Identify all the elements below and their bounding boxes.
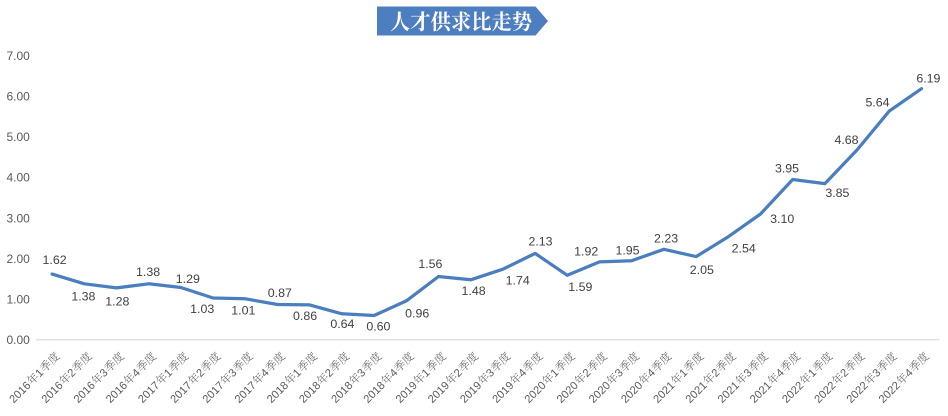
svg-text:0.87: 0.87 — [268, 286, 292, 300]
svg-text:1.38: 1.38 — [136, 265, 160, 279]
svg-text:2.23: 2.23 — [654, 232, 678, 246]
svg-text:1.62: 1.62 — [43, 253, 67, 267]
svg-text:0.00: 0.00 — [7, 333, 31, 347]
svg-text:2.54: 2.54 — [732, 241, 756, 255]
svg-text:1.28: 1.28 — [105, 295, 129, 309]
svg-text:1.95: 1.95 — [615, 244, 639, 258]
svg-text:2.05: 2.05 — [690, 263, 714, 277]
svg-text:7.00: 7.00 — [7, 49, 31, 63]
svg-text:1.48: 1.48 — [462, 284, 486, 298]
svg-text:4.00: 4.00 — [7, 171, 31, 185]
svg-text:1.00: 1.00 — [7, 292, 31, 306]
svg-text:2.00: 2.00 — [7, 252, 31, 266]
svg-text:5.64: 5.64 — [865, 96, 889, 110]
svg-text:3.10: 3.10 — [770, 212, 794, 226]
svg-text:3.95: 3.95 — [775, 161, 799, 175]
svg-text:2.13: 2.13 — [528, 234, 552, 248]
svg-text:3.85: 3.85 — [825, 186, 849, 200]
svg-text:6.00: 6.00 — [7, 90, 31, 104]
svg-text:6.19: 6.19 — [916, 72, 940, 86]
svg-text:4.68: 4.68 — [834, 133, 858, 147]
svg-text:1.38: 1.38 — [71, 290, 95, 304]
svg-text:3.00: 3.00 — [7, 211, 31, 225]
svg-text:1.92: 1.92 — [574, 244, 598, 258]
svg-text:1.56: 1.56 — [418, 257, 442, 271]
svg-text:0.60: 0.60 — [366, 320, 390, 334]
svg-text:0.86: 0.86 — [293, 309, 317, 323]
svg-text:1.03: 1.03 — [190, 302, 214, 316]
svg-text:5.00: 5.00 — [7, 130, 31, 144]
svg-text:1.59: 1.59 — [568, 280, 592, 294]
svg-text:0.96: 0.96 — [405, 306, 429, 320]
svg-text:0.64: 0.64 — [330, 317, 354, 331]
svg-text:1.74: 1.74 — [506, 273, 530, 287]
svg-text:1.29: 1.29 — [176, 272, 200, 286]
svg-text:1.01: 1.01 — [231, 304, 255, 318]
